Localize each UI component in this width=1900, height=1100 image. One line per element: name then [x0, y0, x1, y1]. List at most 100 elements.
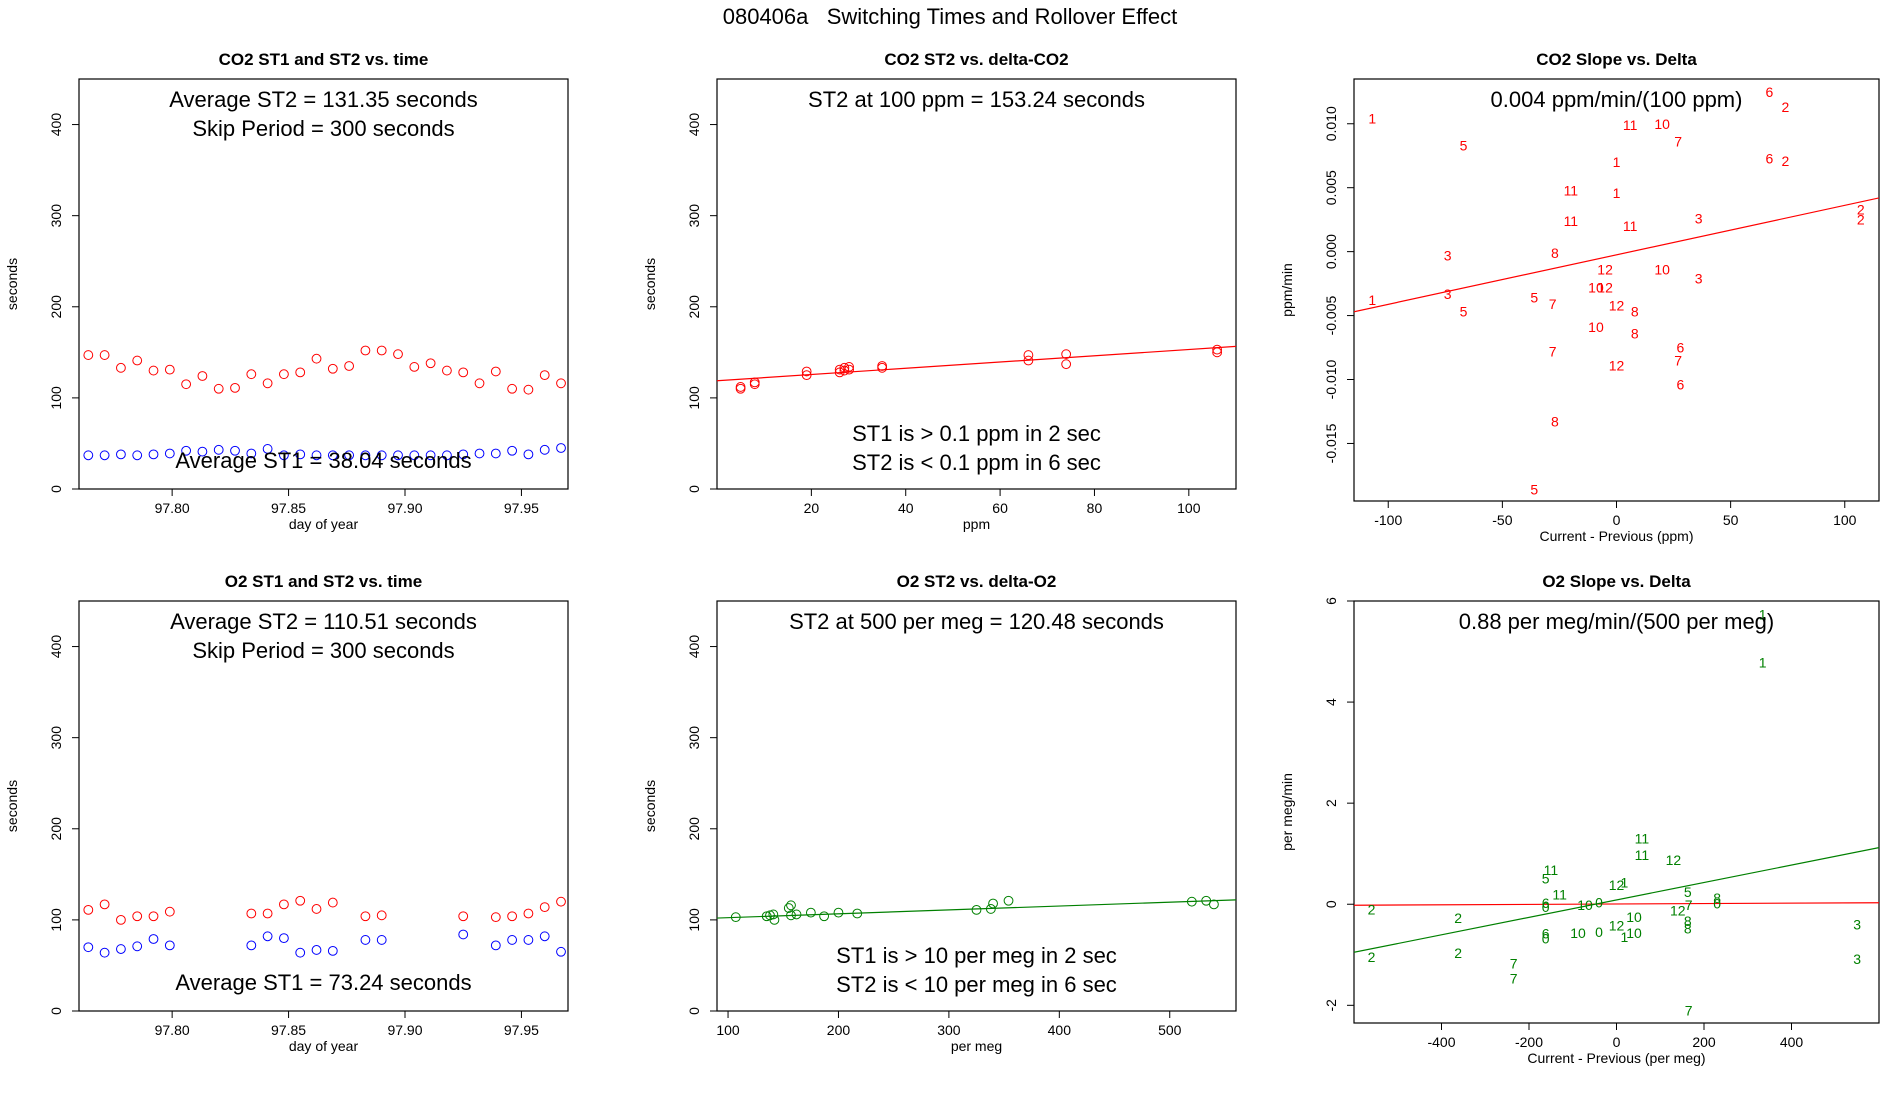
- data-label: 12: [1609, 877, 1625, 893]
- data-point: [197, 371, 208, 381]
- data-point: [556, 378, 566, 389]
- plot-data: 1111111111111212121210101010005566007777…: [1354, 607, 1879, 1018]
- plot-data: 1111111111111010101012121212777766662222…: [1354, 84, 1879, 497]
- data-point: [197, 446, 208, 457]
- y-tick-label: 300: [686, 204, 702, 228]
- data-point: [786, 900, 796, 911]
- data-label: 12: [1609, 917, 1625, 933]
- data-point: [295, 367, 306, 378]
- fit-line: [717, 345, 1236, 382]
- plot-annotation: ST2 at 100 ppm = 153.24 seconds: [808, 87, 1145, 112]
- data-point: [523, 908, 534, 919]
- reference-line: [1354, 902, 1879, 906]
- data-point: [262, 444, 273, 454]
- data-label: 0: [1713, 896, 1721, 912]
- data-label: 6: [1677, 340, 1685, 356]
- data-label: 11: [1635, 847, 1650, 863]
- data-point: [425, 358, 436, 369]
- data-point: [246, 908, 257, 919]
- y-tick-label: 4: [1323, 698, 1339, 706]
- plot-data: [717, 895, 1236, 925]
- y-tick-label: 100: [48, 386, 64, 410]
- data-label: 10: [1577, 897, 1593, 913]
- data-point: [877, 362, 888, 373]
- data-label: 8: [1684, 913, 1692, 929]
- data-label: 6: [1542, 895, 1550, 911]
- data-point: [735, 382, 746, 392]
- y-tick-label: -0.010: [1323, 359, 1339, 399]
- plot-annotation: Average ST1 = 38.04 seconds: [175, 448, 471, 473]
- y-tick-label: 200: [686, 817, 702, 841]
- data-label: 1: [1613, 154, 1621, 170]
- data-point: [1003, 895, 1014, 906]
- data-label: 8: [1631, 304, 1639, 320]
- data-point: [490, 912, 501, 923]
- data-point: [99, 450, 110, 461]
- data-point: [376, 910, 387, 921]
- data-point: [749, 377, 760, 388]
- data-label: 8: [1713, 890, 1721, 906]
- data-point: [769, 914, 780, 925]
- data-label: 7: [1674, 352, 1682, 368]
- data-point: [262, 908, 273, 919]
- panel-o2-slope-vs-delta: O2 Slope vs. Delta Current - Previous (pe…: [1279, 572, 1880, 1066]
- data-point: [295, 947, 306, 958]
- x-axis-label: Current - Previous (per meg): [1527, 1050, 1705, 1066]
- data-point: [805, 907, 816, 918]
- y-tick-label: 0.000: [1323, 234, 1339, 269]
- x-tick-label: 97.80: [155, 1022, 190, 1038]
- data-point: [1201, 895, 1212, 906]
- y-tick-label: 100: [686, 908, 702, 932]
- data-label: 3: [1444, 247, 1452, 263]
- data-point: [768, 909, 779, 920]
- data-label: 10: [1626, 909, 1642, 925]
- data-point: [83, 942, 94, 953]
- data-label: 6: [1677, 377, 1685, 393]
- data-point: [148, 449, 159, 460]
- x-tick-label: -50: [1492, 512, 1512, 528]
- data-label: 11: [1623, 117, 1638, 133]
- x-tick-label: -200: [1515, 1034, 1543, 1050]
- data-label: 10: [1626, 925, 1642, 941]
- data-point: [376, 450, 387, 461]
- data-point: [148, 365, 159, 376]
- data-point: [376, 935, 387, 945]
- data-label: 5: [1530, 481, 1538, 497]
- x-tick-label: 500: [1158, 1022, 1182, 1038]
- data-point: [458, 911, 469, 922]
- plot-frame: [78, 600, 569, 1012]
- data-label: 7: [1549, 343, 1557, 359]
- data-label: 7: [1549, 296, 1557, 312]
- data-label: 8: [1551, 245, 1559, 261]
- y-tick-label: 0: [1323, 900, 1339, 908]
- data-point: [523, 449, 534, 460]
- plot-annotation: Average ST2 = 110.51 seconds: [170, 609, 477, 634]
- x-axis-label: Current - Previous (ppm): [1539, 528, 1693, 544]
- data-point: [539, 370, 550, 381]
- x-tick-label: 60: [992, 500, 1008, 516]
- x-axis-label: ppm: [963, 516, 990, 532]
- data-point: [279, 369, 289, 380]
- y-axis-label: seconds: [4, 258, 20, 310]
- data-label: 6: [1766, 150, 1774, 166]
- data-point: [474, 378, 485, 389]
- panel-co2-st1-st2-vs-time: CO2 ST1 and ST2 vs. time day of year secon…: [4, 50, 569, 532]
- data-point: [844, 364, 855, 375]
- data-label: 3: [1695, 210, 1703, 226]
- x-tick-label: 97.90: [387, 500, 422, 516]
- data-label: 2: [1454, 945, 1462, 961]
- x-axis-label: per meg: [951, 1038, 1002, 1054]
- data-label: 1: [1759, 655, 1767, 671]
- data-point: [409, 450, 420, 461]
- y-tick-label: 6: [1323, 597, 1339, 605]
- x-tick-label: -400: [1427, 1034, 1455, 1050]
- data-point: [425, 450, 436, 461]
- data-label: 5: [1460, 304, 1468, 320]
- data-point: [749, 379, 760, 390]
- data-point: [1023, 355, 1034, 366]
- data-point: [360, 345, 371, 356]
- chart-title: O2 Slope vs. Delta: [1542, 572, 1691, 591]
- data-label: 5: [1460, 137, 1468, 153]
- data-point: [279, 450, 289, 461]
- data-point: [230, 382, 240, 393]
